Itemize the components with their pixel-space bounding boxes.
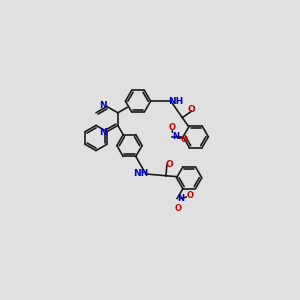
Text: N: N bbox=[172, 132, 179, 141]
Text: N: N bbox=[177, 194, 184, 203]
Text: O: O bbox=[186, 191, 193, 200]
Text: O: O bbox=[174, 204, 181, 213]
Text: O: O bbox=[181, 135, 188, 144]
Text: NH: NH bbox=[133, 169, 148, 178]
Text: N: N bbox=[99, 101, 106, 110]
Text: O: O bbox=[165, 160, 173, 169]
Text: NH: NH bbox=[169, 97, 184, 106]
Text: O: O bbox=[188, 105, 196, 114]
Text: N: N bbox=[99, 128, 106, 137]
Text: O: O bbox=[169, 123, 176, 132]
